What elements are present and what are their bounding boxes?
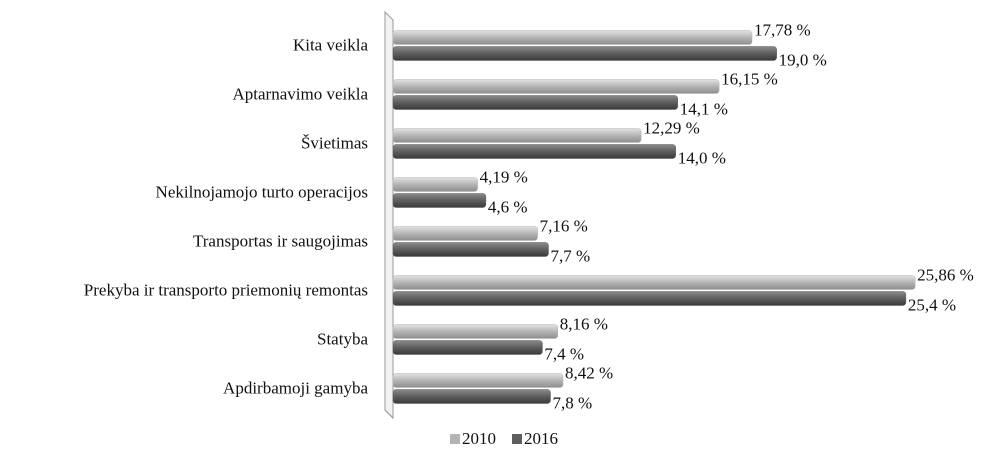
legend-label: 2016 [524,429,558,448]
bar [392,389,551,404]
bar [392,324,559,339]
bar [392,177,478,192]
value-label: 4,19 % [480,167,528,186]
legend-swatch [512,434,522,444]
bar [392,373,564,388]
y-tick-label: Švietimas [301,133,368,152]
value-label: 25,86 % [917,265,974,284]
bar [392,275,916,290]
y-tick-label: Nekilnojamojo turto operacijos [156,182,368,201]
bar [392,46,777,61]
y-tick-label: Aptarnavimo veikla [233,84,369,103]
value-label: 14,0 % [678,148,726,167]
wall-edge [384,409,394,419]
bar [392,144,676,159]
value-label: 12,29 % [643,118,700,137]
value-label: 7,4 % [544,344,584,363]
bar [392,79,720,94]
plot-wall [384,10,394,420]
y-tick-label: Kita veikla [293,35,369,54]
legend-swatch [450,434,460,444]
bar [392,340,543,355]
value-label: 16,15 % [721,69,778,88]
legend-label: 2010 [462,429,496,448]
y-tick-label: Apdirbamoji gamyba [223,378,368,397]
bar [392,291,907,306]
value-label: 25,4 % [908,295,956,314]
bar [392,242,549,257]
bar [392,226,538,241]
y-tick-label: Prekyba ir transporto priemonių remontas [84,280,368,299]
value-label: 7,8 % [553,393,593,412]
value-label: 8,42 % [565,363,613,382]
value-label: 14,1 % [680,99,728,118]
y-tick-label: Transportas ir saugojimas [193,231,368,250]
value-label: 7,16 % [540,216,588,235]
value-label: 8,16 % [560,314,608,333]
bar [392,193,487,208]
value-label: 17,78 % [754,20,811,39]
bar [392,95,678,110]
y-tick-label: Statyba [317,329,368,348]
value-label: 19,0 % [779,50,827,69]
value-label: 4,6 % [488,197,528,216]
value-label: 7,7 % [550,246,590,265]
bar [392,128,642,143]
bar [392,30,753,45]
